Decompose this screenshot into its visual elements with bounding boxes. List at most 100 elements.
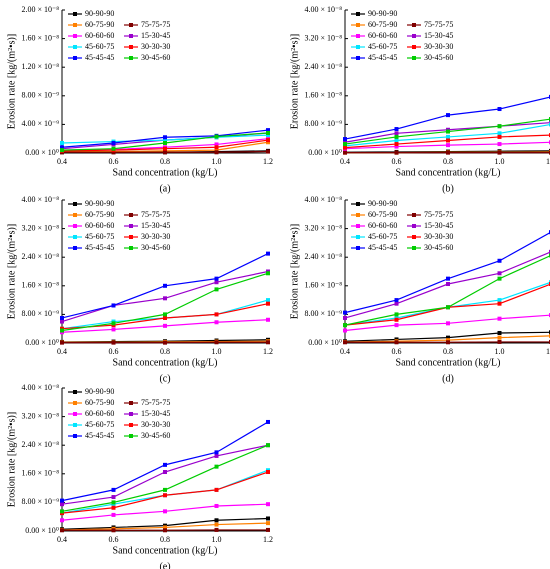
legend-label: 60-75-90: [368, 210, 397, 219]
point: [446, 143, 450, 148]
legend-marker: [412, 23, 416, 27]
x-axis-title: Sand concentration (kg/L): [113, 357, 218, 368]
point: [497, 316, 502, 321]
legend-marker: [356, 235, 360, 239]
point: [497, 276, 502, 281]
y-tick-label: 1.60 × 10⁻⁸: [21, 469, 59, 478]
y-tick-label: 3.20 × 10⁻⁸: [21, 223, 59, 232]
x-tick-label: 1.2: [263, 157, 273, 166]
legend-label: 30-45-60: [424, 53, 453, 62]
legend-label: 15-30-45: [141, 221, 170, 230]
x-axis-title: Sand concentration (kg/L): [396, 357, 501, 368]
point: [214, 518, 219, 523]
point: [214, 287, 219, 292]
legend-label: 30-30-30: [141, 232, 170, 241]
legend-marker: [73, 213, 77, 217]
point: [343, 150, 347, 155]
y-tick-label: 4.00 × 10⁻⁸: [304, 195, 342, 204]
legend-marker: [412, 235, 416, 239]
point: [266, 138, 270, 143]
legend-marker: [412, 246, 416, 250]
legend-label: 75-75-75: [141, 210, 170, 219]
x-axis-title: Sand concentration (kg/L): [396, 167, 501, 178]
point: [111, 487, 116, 492]
legend-label: 45-60-75: [85, 42, 114, 51]
point: [60, 140, 64, 145]
legend-marker: [73, 423, 77, 427]
point: [163, 509, 167, 514]
x-tick-label: 1.0: [212, 347, 222, 356]
point: [111, 146, 116, 151]
legend-label: 60-75-90: [85, 20, 114, 29]
x-tick-label: 0.8: [443, 157, 453, 166]
legend-label: 45-45-45: [85, 53, 114, 62]
point: [446, 282, 450, 287]
point: [394, 144, 399, 149]
point: [111, 327, 116, 332]
legend-label: 30-30-30: [141, 42, 170, 51]
point: [394, 298, 399, 303]
x-tick-label: 0.8: [160, 157, 170, 166]
point: [394, 131, 399, 136]
y-axis-title: Erosion rate [kg/(m²•s)]: [289, 34, 300, 129]
legend-label: 30-45-60: [424, 243, 453, 252]
legend-label: 60-60-60: [368, 31, 397, 40]
y-tick-label: 1.60 × 10⁻⁸: [304, 91, 342, 100]
x-tick-label: 0.8: [160, 535, 170, 544]
y-tick-label: 3.20 × 10⁻⁸: [21, 411, 59, 420]
x-tick-label: 1.2: [263, 535, 273, 544]
point: [266, 140, 270, 145]
y-axis-title: Erosion rate [kg/(m²•s)]: [6, 34, 17, 129]
legend-marker: [73, 56, 77, 60]
legend-label: 30-45-60: [141, 53, 170, 62]
legend-marker: [129, 235, 133, 239]
legend-marker: [412, 213, 416, 217]
point: [394, 301, 399, 306]
point: [266, 317, 270, 322]
point: [266, 130, 270, 135]
y-tick-label: 8.00 × 10⁻⁹: [21, 309, 59, 318]
point: [214, 145, 219, 150]
point: [343, 340, 347, 345]
legend-marker: [356, 202, 360, 206]
point: [497, 335, 502, 340]
point: [163, 283, 167, 288]
point: [394, 317, 399, 322]
point: [214, 464, 219, 469]
point: [214, 527, 219, 532]
point: [266, 271, 270, 276]
point: [446, 335, 450, 340]
y-tick-label: 2.40 × 10⁻⁸: [21, 252, 59, 261]
legend-label: 45-45-45: [368, 243, 397, 252]
legend-marker: [129, 224, 133, 228]
y-axis-title: Erosion rate [kg/(m²•s)]: [6, 412, 17, 507]
point: [266, 340, 270, 345]
point: [343, 323, 347, 328]
y-tick-label: 3.20 × 10⁻⁸: [304, 223, 342, 232]
point: [214, 142, 219, 147]
legend-marker: [73, 390, 77, 394]
point: [214, 312, 219, 317]
point: [446, 150, 450, 155]
y-tick-label: 8.00 × 10⁻⁹: [304, 309, 342, 318]
legend-marker: [73, 235, 77, 239]
point: [111, 495, 116, 500]
point: [214, 276, 219, 281]
point: [60, 528, 64, 533]
x-tick-label: 0.8: [160, 347, 170, 356]
legend-label: 60-60-60: [368, 221, 397, 230]
legend-marker: [412, 224, 416, 228]
legend-label: 45-45-45: [85, 431, 114, 440]
legend-label: 75-75-75: [424, 20, 453, 29]
legend-label: 60-75-90: [368, 20, 397, 29]
legend-marker: [73, 34, 77, 38]
point: [111, 303, 116, 308]
series-line: [61, 471, 269, 514]
legend-label: 75-75-75: [141, 20, 170, 29]
y-tick-label: 2.40 × 10⁻⁸: [21, 440, 59, 449]
legend-marker: [356, 56, 360, 60]
legend-label: 60-60-60: [85, 409, 114, 418]
point: [497, 131, 502, 136]
legend-label: 15-30-45: [141, 409, 170, 418]
point: [446, 338, 450, 343]
